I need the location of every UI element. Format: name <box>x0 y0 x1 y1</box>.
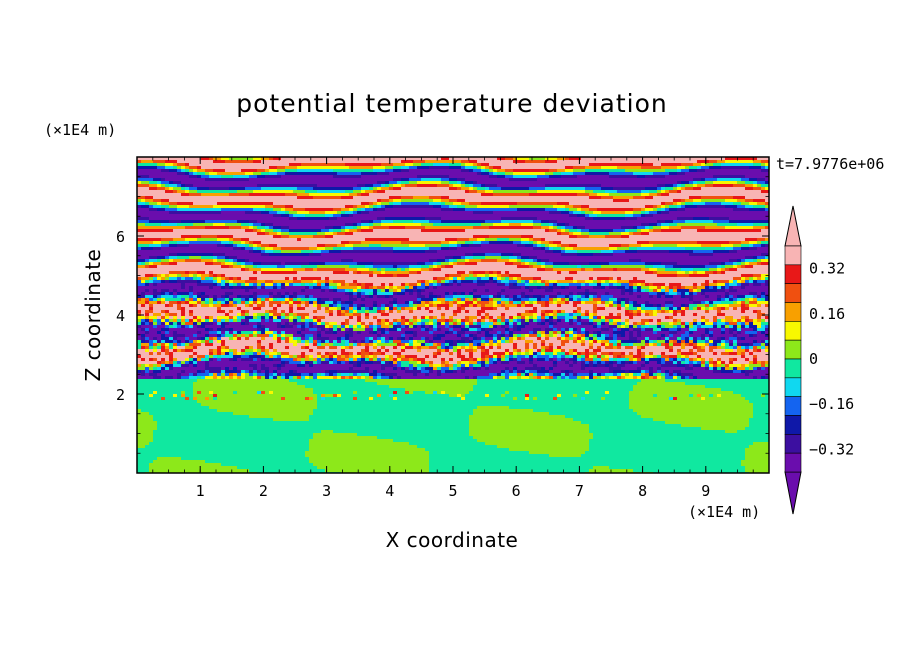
x-tick-label: 2 <box>259 482 268 500</box>
colorbar-tick-label: −0.16 <box>809 395 854 413</box>
colorbar-segment <box>784 321 802 341</box>
x-tick-label: 6 <box>512 482 521 500</box>
colorbar-segment <box>784 415 802 435</box>
y-tick-label: 6 <box>116 228 125 246</box>
colorbar-segment <box>784 264 802 284</box>
x-tick-labels: 1 2 3 4 5 6 7 8 9 <box>196 482 711 500</box>
axis-ticks <box>136 156 770 474</box>
heatmap-field <box>137 157 769 473</box>
colorbar-tick-label: 0.32 <box>809 260 845 278</box>
colorbar-segment <box>784 377 802 397</box>
x-tick-label: 5 <box>448 482 457 500</box>
colorbar-over-triangle <box>784 205 802 247</box>
y-tick-label: 4 <box>116 307 125 325</box>
y-tick-label: 2 <box>116 386 125 404</box>
x-tick-label: 8 <box>638 482 647 500</box>
x-tick-label: 1 <box>196 482 205 500</box>
colorbar-tick-label: −0.32 <box>809 440 854 458</box>
colorbar-segment <box>784 245 802 266</box>
x-axis-label: X coordinate <box>386 528 519 552</box>
colorbar-under-triangle <box>784 471 802 515</box>
colorbar-tick-label: 0.16 <box>809 305 845 323</box>
colorbar-labels: 0.32 0.16 0 −0.16 −0.32 <box>809 260 854 459</box>
colorbar-segment <box>784 452 802 473</box>
colorbar-segment <box>784 302 802 322</box>
y-tick-labels: 2 4 6 <box>116 228 125 404</box>
colorbar-segment <box>784 396 802 416</box>
x-tick-label: 9 <box>701 482 710 500</box>
colorbar-segment <box>784 283 802 303</box>
colorbar-segment <box>784 358 802 379</box>
x-tick-label: 7 <box>575 482 584 500</box>
x-axis-unit: (×1E4 m) <box>688 503 760 521</box>
y-axis-unit: (×1E4 m) <box>44 121 116 139</box>
y-axis-label: Z coordinate <box>81 249 105 382</box>
colorbar-segment <box>784 339 802 360</box>
colorbar <box>784 205 802 515</box>
x-tick-label: 4 <box>385 482 394 500</box>
x-tick-label: 3 <box>322 482 331 500</box>
time-label: t=7.9776e+06 <box>776 155 884 173</box>
colorbar-tick-label: 0 <box>809 350 818 368</box>
colorbar-segment <box>784 434 802 454</box>
chart-title: potential temperature deviation <box>236 89 667 118</box>
